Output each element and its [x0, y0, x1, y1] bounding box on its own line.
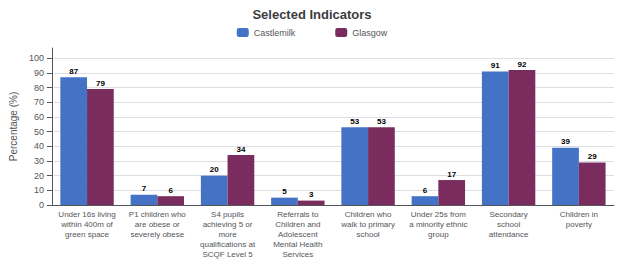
- svg-text:7: 7: [142, 184, 147, 193]
- svg-text:5: 5: [282, 187, 287, 196]
- svg-text:more: more: [218, 230, 237, 239]
- svg-text:Referrals to: Referrals to: [277, 210, 319, 219]
- svg-text:Selected Indicators: Selected Indicators: [252, 7, 371, 22]
- svg-text:90: 90: [34, 68, 44, 78]
- svg-text:school: school: [357, 230, 380, 239]
- svg-text:29: 29: [588, 152, 597, 161]
- svg-text:Castlemilk: Castlemilk: [254, 28, 296, 38]
- svg-text:green space: green space: [65, 230, 110, 239]
- svg-text:70: 70: [34, 97, 44, 107]
- svg-text:87: 87: [69, 67, 78, 76]
- svg-text:100: 100: [29, 53, 44, 63]
- svg-text:3: 3: [309, 190, 314, 199]
- svg-text:are obese or: are obese or: [135, 220, 180, 229]
- svg-text:17: 17: [447, 170, 456, 179]
- svg-text:20: 20: [34, 171, 44, 181]
- svg-text:30: 30: [34, 156, 44, 166]
- svg-text:79: 79: [96, 79, 105, 88]
- svg-text:0: 0: [39, 200, 44, 210]
- svg-text:Secondary: Secondary: [489, 210, 527, 219]
- svg-text:Under 25s from: Under 25s from: [411, 210, 466, 219]
- svg-text:within 400m of: within 400m of: [60, 220, 113, 229]
- svg-text:P1 children who: P1 children who: [129, 210, 186, 219]
- svg-text:40: 40: [34, 141, 44, 151]
- svg-text:6: 6: [423, 186, 428, 195]
- svg-text:10: 10: [34, 185, 44, 195]
- svg-text:qualifications at: qualifications at: [200, 240, 256, 249]
- svg-text:34: 34: [236, 145, 245, 154]
- svg-text:Children in: Children in: [560, 210, 598, 219]
- svg-text:a minority ethnic: a minority ethnic: [409, 220, 467, 229]
- svg-text:SCQF Level 5: SCQF Level 5: [202, 250, 253, 259]
- svg-text:walk to primary: walk to primary: [340, 220, 395, 229]
- svg-text:60: 60: [34, 112, 44, 122]
- svg-text:Adolescent: Adolescent: [278, 230, 318, 239]
- svg-text:poverty: poverty: [566, 220, 592, 229]
- svg-text:Percentage (%): Percentage (%): [8, 92, 19, 161]
- svg-text:53: 53: [350, 117, 359, 126]
- svg-text:6: 6: [168, 186, 173, 195]
- svg-text:39: 39: [561, 137, 570, 146]
- svg-text:attendance: attendance: [489, 230, 529, 239]
- svg-text:80: 80: [34, 83, 44, 93]
- svg-text:53: 53: [377, 117, 386, 126]
- svg-text:group: group: [428, 230, 449, 239]
- svg-text:91: 91: [491, 61, 500, 70]
- svg-text:achieving 5 or: achieving 5 or: [203, 220, 253, 229]
- svg-text:S4 pupils: S4 pupils: [211, 210, 244, 219]
- svg-text:92: 92: [518, 60, 527, 69]
- svg-text:severely obese: severely obese: [130, 230, 184, 239]
- svg-text:Children who: Children who: [345, 210, 392, 219]
- svg-text:50: 50: [34, 127, 44, 137]
- svg-text:school: school: [497, 220, 520, 229]
- svg-text:Glasgow: Glasgow: [352, 28, 388, 38]
- svg-text:Under 16s living: Under 16s living: [58, 210, 115, 219]
- svg-text:Mental Health: Mental Health: [273, 240, 322, 249]
- svg-text:20: 20: [210, 165, 219, 174]
- svg-text:Services: Services: [282, 250, 313, 259]
- svg-text:Children and: Children and: [275, 220, 320, 229]
